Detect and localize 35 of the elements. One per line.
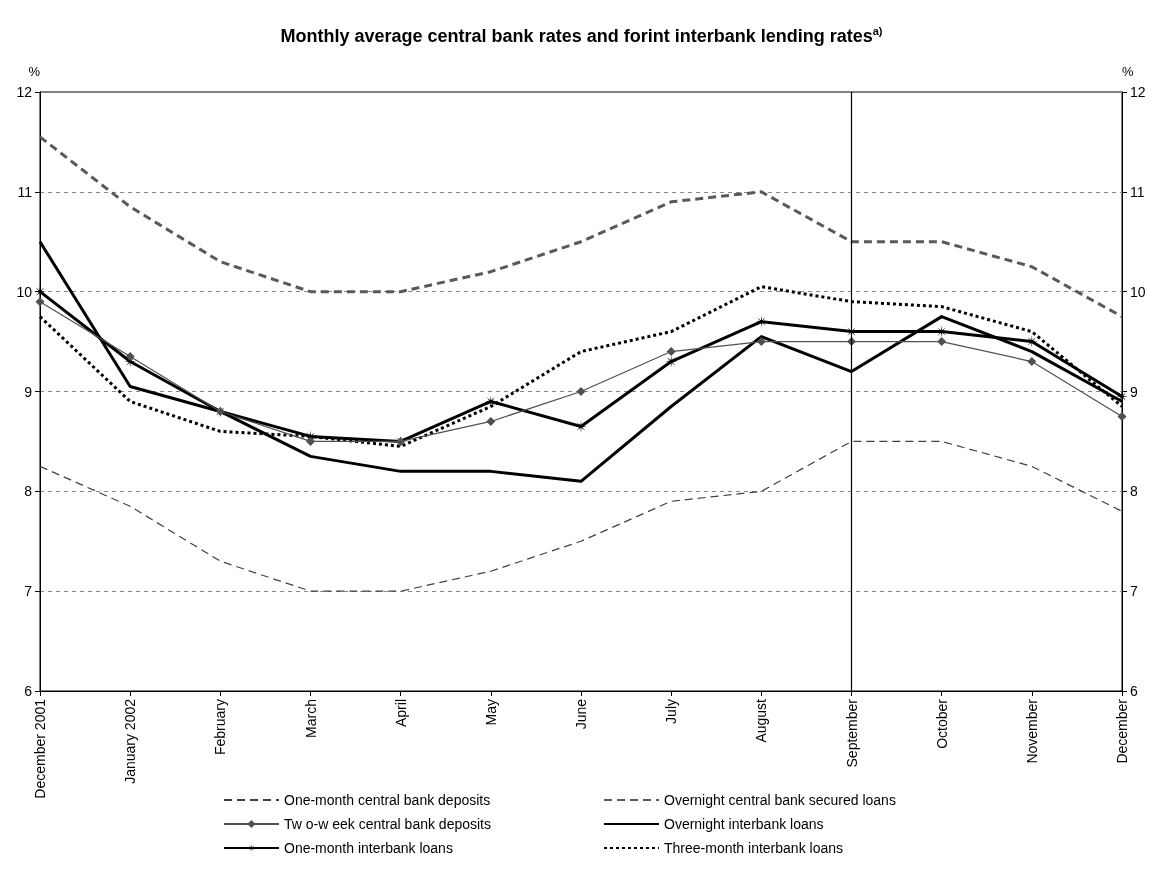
y2-tick-label: 12: [1130, 84, 1146, 100]
y-tick-label: 12: [16, 84, 33, 100]
y2-tick-label: 10: [1130, 283, 1146, 300]
x-tick-label: October: [933, 698, 950, 749]
x-tick-label: May: [482, 699, 499, 726]
y2-tick-label: 11: [1130, 183, 1145, 200]
x-tick-label: August: [753, 698, 770, 743]
x-tick-label: April: [392, 699, 409, 728]
y-tick-label: 8: [24, 483, 33, 500]
x-tick-label: December 2001: [32, 698, 48, 799]
legend-label: Overnight central bank secured loans: [664, 792, 896, 808]
legend-label: Overnight interbank loans: [664, 816, 824, 832]
x-tick-label: March: [302, 699, 319, 738]
x-tick-label: November: [1023, 698, 1040, 764]
legend-label: Tw o-w eek central bank deposits: [284, 816, 491, 832]
legend-label: One-month central bank deposits: [284, 792, 491, 808]
y-tick-label: 9: [24, 383, 33, 400]
y2-tick-label: 7: [1130, 583, 1138, 600]
x-tick-label: June: [573, 698, 589, 730]
x-tick-label: December: [1114, 698, 1130, 764]
y2-tick-label: 6: [1130, 683, 1138, 699]
y2-axis-title: %: [1122, 64, 1134, 79]
y-tick-label: 6: [24, 683, 33, 699]
legend-label: Three-month interbank loans: [664, 840, 843, 856]
y2-tick-label: 9: [1130, 383, 1138, 400]
x-tick-label: September: [843, 698, 860, 768]
x-tick-label: January 2002: [122, 698, 139, 784]
y-tick-label: 10: [16, 283, 33, 300]
x-tick-label: July: [663, 699, 680, 724]
x-tick-label: February: [212, 699, 229, 756]
y-axis-title: %: [28, 64, 41, 79]
legend-label: One-month interbank loans: [284, 840, 453, 856]
y-tick-label: 7: [24, 583, 33, 600]
y2-tick-label: 8: [1130, 483, 1138, 500]
y-tick-label: 11: [17, 183, 33, 200]
